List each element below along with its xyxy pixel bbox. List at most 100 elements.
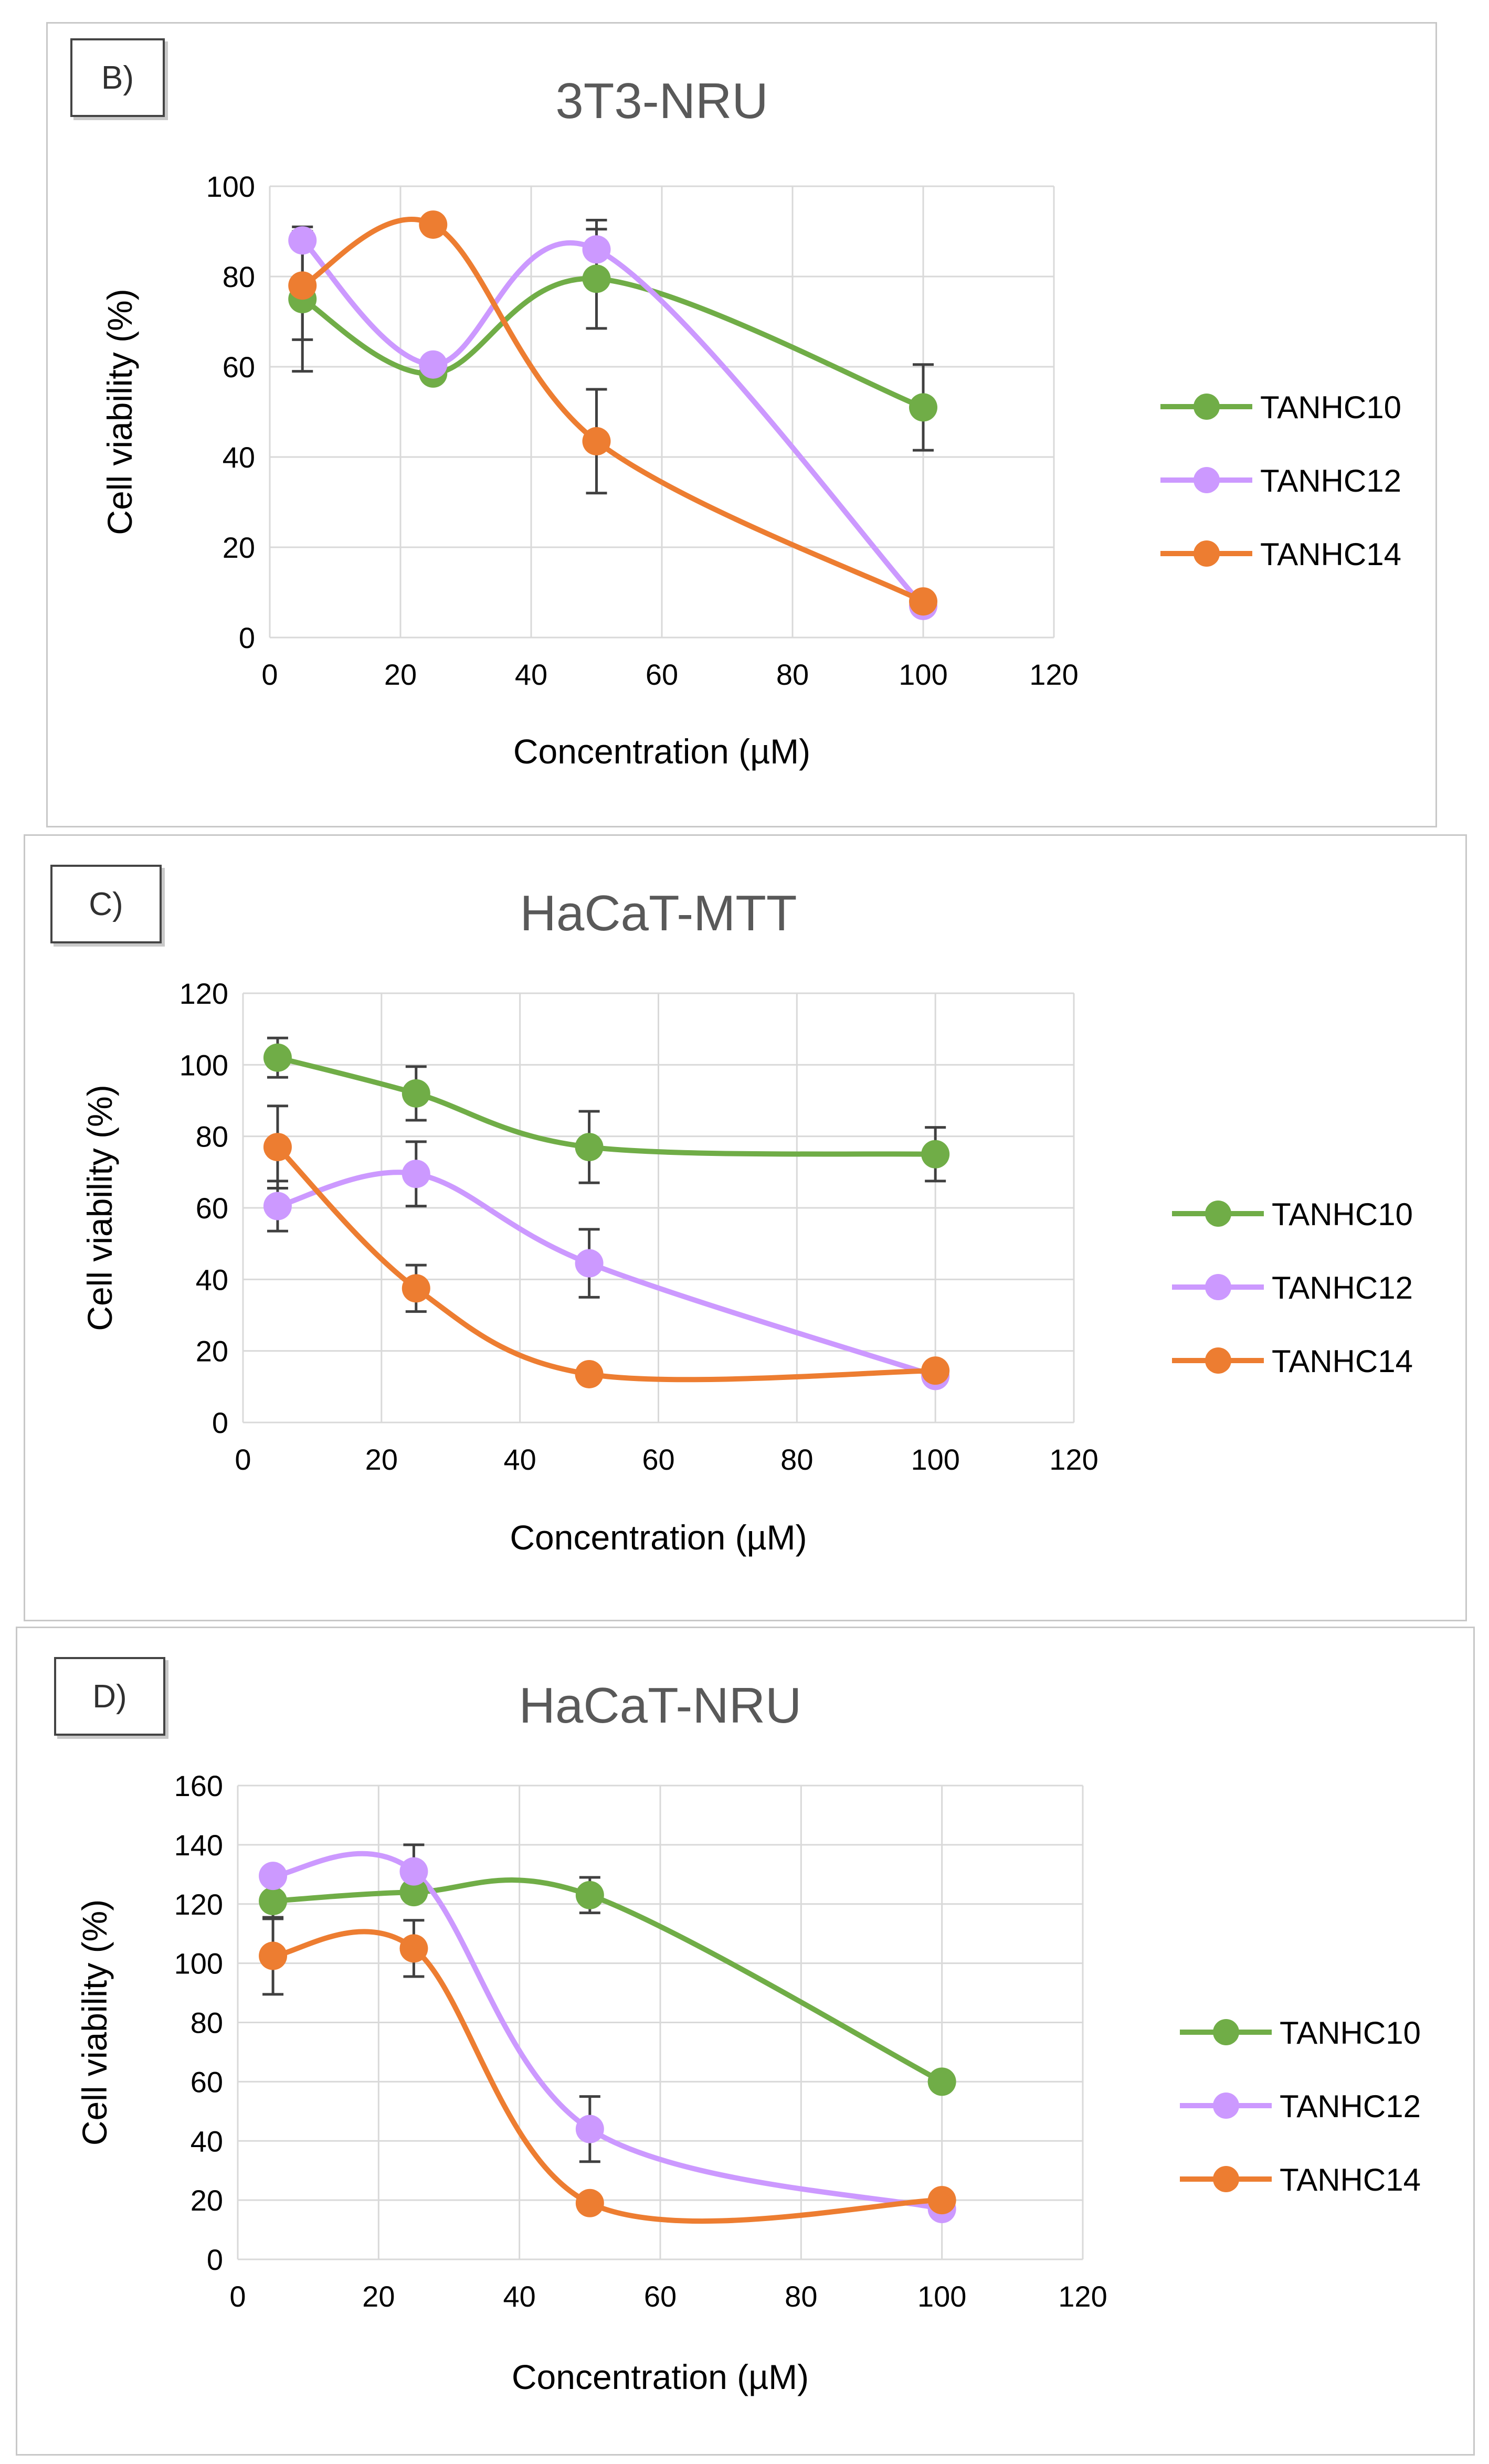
y-tick-label: 40 [196,1263,228,1296]
data-point-tanhc14 [288,271,317,300]
gridlines [242,992,1075,1424]
series-line-tanhc14 [274,1144,938,1383]
legend-marker [1205,1201,1231,1227]
x-tick-label: 0 [261,658,278,691]
y-tick-label: 100 [174,1947,223,1980]
legend-marker [1205,1347,1231,1374]
series-line-tanhc14 [270,1929,945,2224]
data-point-tanhc10 [927,2067,956,2096]
legend-entry-tanhc14: TANHC14 [1160,537,1401,572]
y-tick-label: 120 [179,977,228,1010]
series-line-tanhc12 [270,1851,945,2212]
data-point-tanhc12 [263,1192,292,1220]
legend-marker [1213,2019,1239,2045]
data-point-tanhc10 [263,1043,292,1072]
chart-c: 0 20 40 60 80 100 120 0 20 40 60 80 100 120 HaCaT-MTT C… [80,885,1413,1557]
y-tick-label: 20 [191,2184,223,2217]
x-tick-label: 100 [917,2280,966,2313]
legend-label: TANHC14 [1280,2162,1421,2197]
y-tick-label: 80 [196,1120,228,1153]
panel-label-c: C) [50,865,162,943]
data-point-tanhc10 [402,1079,430,1108]
panel-label-d: D) [54,1657,165,1736]
legend-label: TANHC14 [1260,537,1401,572]
x-tick-label: 40 [515,658,547,691]
legend-marker [1194,540,1220,567]
x-tick-label: 100 [911,1443,959,1476]
data-point-tanhc14 [399,1934,428,1963]
data-point-tanhc14 [909,587,937,616]
data-point-tanhc10 [921,1140,950,1169]
y-tick-label: 60 [196,1192,228,1225]
data-point-tanhc12 [288,226,317,255]
x-tick-label: 120 [1058,2280,1107,2313]
legend-label: TANHC10 [1260,390,1401,425]
legend-entry-tanhc14: TANHC14 [1172,1344,1413,1379]
legend-label: TANHC12 [1260,463,1401,498]
y-tick-label: 80 [191,2006,223,2040]
data-point-tanhc14 [575,2189,604,2217]
series-line-tanhc14 [300,217,926,604]
legend-marker [1194,467,1220,493]
y-tick-label: 40 [191,2125,223,2158]
series-line-tanhc12 [274,1170,938,1379]
legend-entry-tanhc10: TANHC10 [1160,390,1401,425]
x-tick-label: 100 [899,658,947,691]
panel-label-b: B) [70,38,165,117]
series-line-tanhc10 [270,1877,945,2085]
data-point-tanhc10 [259,1887,288,1916]
y-tick-label: 60 [223,351,255,384]
legend-marker [1194,394,1220,420]
legend-label: TANHC12 [1280,2089,1421,2124]
x-tick-label: 40 [504,1443,536,1476]
data-point-tanhc14 [402,1274,430,1303]
data-point-tanhc14 [927,2186,956,2215]
x-tick-label: 60 [642,1443,674,1476]
y-axis-label: Cell viability (%) [75,1899,114,2146]
chart-panel-c: C) 0 20 40 60 80 100 120 0 20 40 60 80 100 120 HaCaT-M… [24,834,1467,1621]
y-tick-label: 80 [223,260,255,293]
data-point-tanhc14 [582,427,611,455]
y-tick-label: 20 [223,531,255,564]
data-point-tanhc12 [259,1862,288,1891]
chart-d: 0 20 40 60 80 100 120 0 20 40 60 80 100 120 140 160 HaCa… [75,1677,1421,2396]
legend-marker [1213,2093,1239,2119]
x-tick-label: 120 [1029,658,1078,691]
data-point-tanhc10 [582,264,611,293]
legend-entry-tanhc14: TANHC14 [1180,2162,1421,2197]
legend-entry-tanhc10: TANHC10 [1180,2015,1421,2051]
chart-title: HaCaT-MTT [520,885,797,941]
y-tick-label: 40 [223,441,255,474]
y-tick-label: 100 [179,1048,228,1081]
y-tick-label: 120 [174,1888,223,1921]
legend-label: TANHC12 [1272,1270,1413,1305]
x-tick-label: 60 [644,2280,677,2313]
legend-label: TANHC14 [1272,1344,1413,1379]
x-tick-label: 80 [780,1443,813,1476]
gridlines [237,1785,1084,2260]
x-tick-label: 80 [776,658,809,691]
data-point-tanhc14 [259,1941,288,1970]
x-tick-label: 20 [384,658,417,691]
y-axis-label: Cell viability (%) [80,1085,119,1331]
y-tick-label: 60 [191,2065,223,2098]
chart-title: HaCaT-NRU [519,1677,802,1734]
x-tick-label: 40 [503,2280,536,2313]
data-point-tanhc10 [575,1133,604,1162]
y-axis-label: Cell viability (%) [100,289,139,535]
data-point-tanhc12 [399,1857,428,1886]
x-tick-label: 80 [785,2280,817,2313]
data-point-tanhc14 [419,210,448,239]
x-tick-label: 20 [362,2280,395,2313]
legend-marker [1213,2166,1239,2192]
data-point-tanhc14 [263,1133,292,1162]
data-point-tanhc12 [582,235,611,264]
x-tick-label: 60 [646,658,678,691]
legend-label: TANHC10 [1272,1197,1413,1232]
legend-label: TANHC10 [1280,2015,1421,2051]
data-point-tanhc14 [575,1360,604,1388]
y-tick-label: 0 [239,621,255,654]
series-line-tanhc10 [274,1055,938,1157]
x-tick-label: 0 [235,1443,251,1476]
y-tick-label: 140 [174,1829,223,1862]
